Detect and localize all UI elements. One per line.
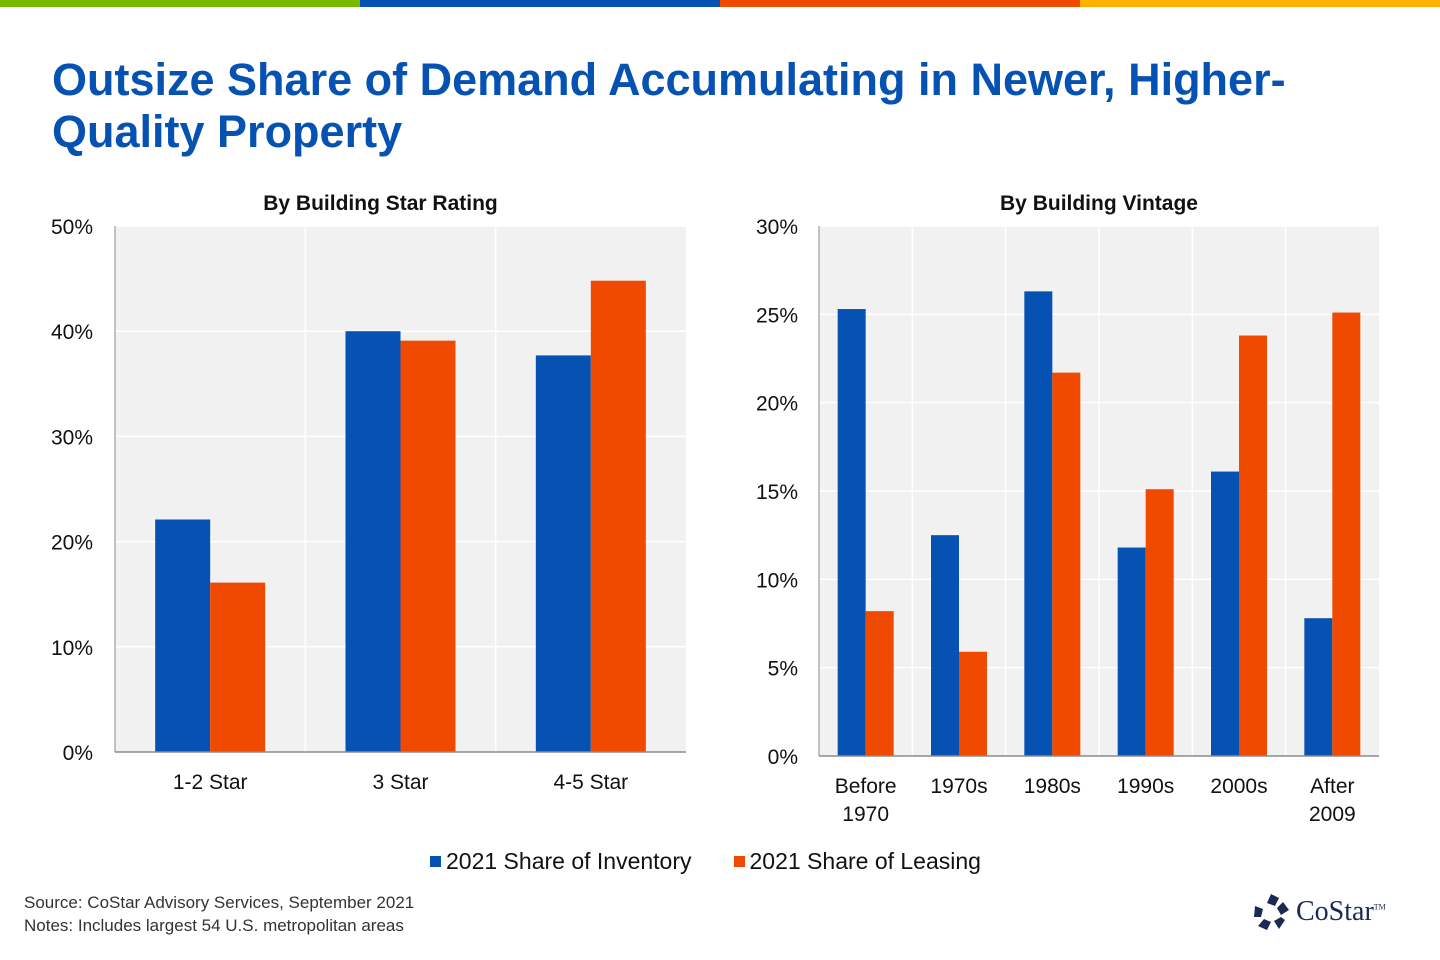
chart-building-vintage: 0% 5% 10% 15% 20% 25% 30% Before 1970 1970s 1980s 1…: [756, 192, 1379, 826]
bar-leasing: [959, 651, 987, 756]
bar-inventory: [931, 535, 959, 756]
x-tick-label: 2000s: [1210, 775, 1267, 798]
bar-leasing: [1052, 372, 1081, 756]
bar-inventory: [345, 331, 401, 752]
bar-inventory: [155, 519, 211, 752]
bar-inventory: [1024, 291, 1053, 756]
source-note: Source: CoStar Advisory Services, Septem…: [24, 893, 415, 912]
costar-logo-text: CoStarTM: [1296, 896, 1386, 928]
x-tick-label: 3 Star: [372, 771, 428, 794]
notes-text: Notes: Includes largest 54 U.S. metropol…: [24, 916, 404, 935]
logo-wordmark: CoStar: [1296, 896, 1374, 927]
top-bar-yellow: [1080, 0, 1440, 7]
bar-leasing: [590, 280, 646, 752]
y-tick-label: 10%: [51, 637, 93, 660]
logo-trademark: TM: [1373, 902, 1386, 912]
top-bar-blue: [360, 0, 720, 7]
legend-swatch-inventory: [430, 856, 441, 867]
chart-star-rating: 0% 10% 20% 30% 40% 50% 1-2 Star 3 Star 4-5 Star B…: [51, 192, 686, 794]
y-tick-label: 5%: [768, 658, 798, 681]
y-tick-label: 0%: [63, 742, 93, 765]
y-tick-label: 20%: [756, 393, 798, 416]
bar-inventory: [1304, 618, 1333, 756]
bar-leasing: [1332, 312, 1361, 756]
bar-leasing: [210, 582, 266, 752]
y-tick-label: 0%: [768, 746, 798, 769]
costar-star-icon: [1254, 894, 1289, 930]
bar-leasing: [865, 611, 894, 756]
chart-title: By Building Vintage: [1000, 192, 1198, 215]
x-tick-label: 1970: [842, 803, 889, 826]
y-tick-label: 20%: [51, 532, 93, 555]
legend: 2021 Share of Inventory 2021 Share of Le…: [430, 848, 1023, 875]
bar-leasing: [1239, 335, 1267, 756]
bar-inventory: [1117, 547, 1146, 756]
bar-leasing: [1145, 489, 1174, 756]
x-tick-label: 4-5 Star: [553, 771, 628, 794]
y-tick-label: 10%: [756, 569, 798, 592]
x-tick-label: After: [1310, 775, 1354, 798]
x-tick-label: 1970s: [930, 775, 987, 798]
legend-item-leasing: 2021 Share of Leasing: [733, 848, 981, 875]
top-bar-orange: [720, 0, 1080, 7]
top-bar-green: [0, 0, 360, 7]
x-tick-label: 1-2 Star: [173, 771, 248, 794]
bar-leasing: [400, 340, 456, 752]
bar-inventory: [837, 309, 866, 756]
legend-item-inventory: 2021 Share of Inventory: [430, 848, 692, 875]
x-tick-label: 1980s: [1024, 775, 1081, 798]
y-tick-label: 30%: [756, 216, 798, 239]
x-tick-label: 2009: [1309, 803, 1356, 826]
x-tick-label: Before: [835, 775, 897, 798]
legend-swatch-leasing: [733, 856, 745, 867]
costar-logo: CoStarTM: [1252, 893, 1386, 931]
y-tick-label: 50%: [51, 216, 93, 239]
y-tick-label: 40%: [51, 321, 93, 344]
bar-inventory: [535, 355, 591, 752]
legend-label-leasing: 2021 Share of Leasing: [749, 848, 981, 874]
top-color-bar: [0, 0, 1440, 7]
y-tick-label: 15%: [756, 481, 798, 504]
chart-title: By Building Star Rating: [263, 192, 498, 215]
y-tick-label: 30%: [51, 426, 93, 449]
x-tick-label: 1990s: [1117, 775, 1174, 798]
page-title: Outsize Share of Demand Accumulating in …: [52, 54, 1286, 157]
bar-inventory: [1211, 471, 1239, 756]
legend-label-inventory: 2021 Share of Inventory: [446, 848, 692, 874]
y-tick-label: 25%: [756, 304, 798, 327]
